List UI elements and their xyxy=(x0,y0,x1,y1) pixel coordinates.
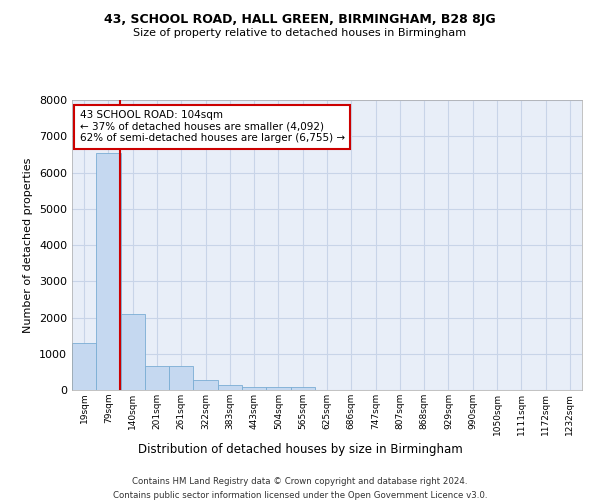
Text: Size of property relative to detached houses in Birmingham: Size of property relative to detached ho… xyxy=(133,28,467,38)
Text: 43 SCHOOL ROAD: 104sqm
← 37% of detached houses are smaller (4,092)
62% of semi-: 43 SCHOOL ROAD: 104sqm ← 37% of detached… xyxy=(80,110,345,144)
Text: 43, SCHOOL ROAD, HALL GREEN, BIRMINGHAM, B28 8JG: 43, SCHOOL ROAD, HALL GREEN, BIRMINGHAM,… xyxy=(104,12,496,26)
Bar xyxy=(290,388,315,390)
Bar xyxy=(193,380,218,390)
Bar xyxy=(96,152,121,390)
Bar xyxy=(145,366,169,390)
Bar xyxy=(72,343,96,390)
Text: Distribution of detached houses by size in Birmingham: Distribution of detached houses by size … xyxy=(137,442,463,456)
Text: Contains public sector information licensed under the Open Government Licence v3: Contains public sector information licen… xyxy=(113,491,487,500)
Bar xyxy=(169,366,193,390)
Bar xyxy=(242,386,266,390)
Bar xyxy=(266,387,290,390)
Y-axis label: Number of detached properties: Number of detached properties xyxy=(23,158,34,332)
Text: Contains HM Land Registry data © Crown copyright and database right 2024.: Contains HM Land Registry data © Crown c… xyxy=(132,478,468,486)
Bar xyxy=(121,314,145,390)
Bar xyxy=(218,386,242,390)
